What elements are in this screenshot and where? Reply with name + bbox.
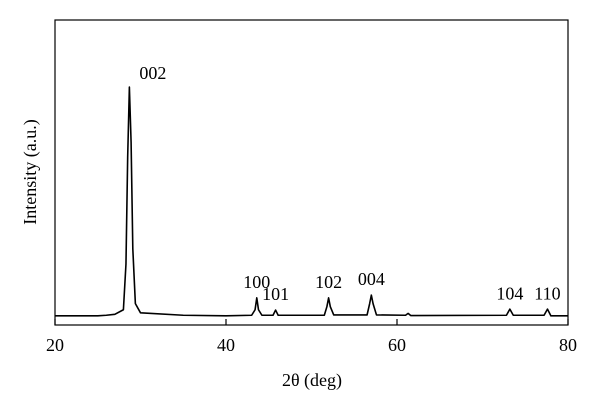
peak-label: 002 <box>139 63 166 83</box>
peak-label: 110 <box>534 283 560 303</box>
x-tick-label: 20 <box>46 335 64 355</box>
peak-label: 100 <box>243 272 270 292</box>
peak-label: 104 <box>496 283 523 303</box>
plot-frame <box>54 19 569 326</box>
y-axis-label: Intensity (a.u.) <box>20 119 41 224</box>
x-tick-label: 60 <box>388 335 406 355</box>
peak-label: 101 <box>262 284 289 304</box>
spectrum-line <box>55 86 568 317</box>
x-tick-label: 40 <box>217 335 235 355</box>
peak-label: 004 <box>358 269 385 289</box>
x-axis-label: 2θ (deg) <box>282 370 342 391</box>
peak-label: 102 <box>315 272 342 292</box>
x-tick-label: 80 <box>559 335 577 355</box>
